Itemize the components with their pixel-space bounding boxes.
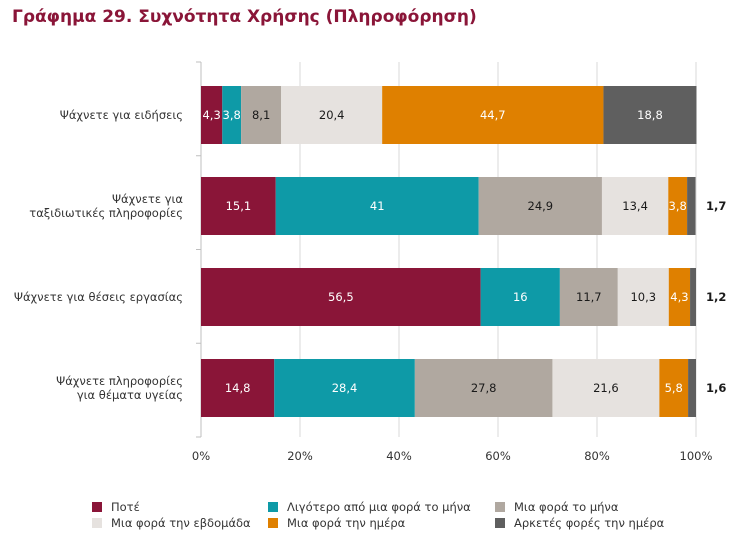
- value-label: 28,4: [332, 381, 358, 395]
- value-label: 5,8: [665, 381, 683, 395]
- x-tick-label: 0%: [192, 449, 210, 463]
- value-label: 1,2: [706, 290, 726, 304]
- bar-segment: [201, 359, 275, 417]
- bar-segment: [603, 86, 697, 144]
- bar-segment: [690, 268, 696, 326]
- value-label: 24,9: [528, 199, 554, 213]
- x-tick-label: 80%: [584, 449, 610, 463]
- bar-segment: [601, 177, 669, 235]
- value-label: 8,1: [252, 108, 270, 122]
- bar-segment: [201, 268, 481, 326]
- category-label: Ψάχνετε για θέσεις εργασίας: [14, 290, 183, 304]
- category-labels: Ψάχνετε για ειδήσεις Ψάχνετε γιαταξιδιωτι…: [14, 108, 184, 402]
- bar-segment: [382, 86, 604, 144]
- value-label: 3,8: [669, 199, 687, 213]
- legend-swatch: [92, 518, 102, 528]
- bar-segment: [687, 177, 696, 235]
- legend-item: Μια φορά το μήνα: [495, 500, 618, 514]
- bar-segment: [275, 177, 479, 235]
- legend-item: Μια φορά την ημέρα: [268, 516, 405, 530]
- legend-swatch: [268, 502, 278, 512]
- legend-swatch: [495, 502, 505, 512]
- legend-item: Ποτέ: [92, 500, 140, 514]
- legend-label: Μια φορά την ημέρα: [287, 516, 406, 530]
- value-label: 16: [513, 290, 528, 304]
- chart-title-text: Συχνότητα Χρήσης (Πληροφόρηση): [138, 7, 477, 27]
- legend-label: Αρκετές φορές την ημέρα: [514, 516, 665, 530]
- bar-segment: [201, 86, 223, 144]
- x-tick-labels: 0% 20% 40% 60% 80% 100%: [192, 449, 713, 463]
- chart-title: Γράφημα 29. Συχνότητα Χρήσης (Πληροφόρησ…: [12, 7, 477, 27]
- value-label: 13,4: [622, 199, 648, 213]
- value-label: 3,8: [223, 108, 241, 122]
- value-label: 1,7: [706, 199, 726, 213]
- legend-swatch: [92, 502, 102, 512]
- value-label: 21,6: [593, 381, 619, 395]
- bar-segment: [617, 268, 669, 326]
- value-label: 41: [370, 199, 385, 213]
- legend-swatch: [268, 518, 278, 528]
- value-label: 4,3: [202, 108, 220, 122]
- bar-segment: [559, 268, 618, 326]
- bar-segment: [222, 86, 242, 144]
- legend-label: Μια φορά το μήνα: [514, 500, 619, 514]
- value-label: 4,3: [670, 290, 688, 304]
- legend-item: Μια φορά την εβδομάδα: [92, 516, 251, 530]
- value-label: 10,3: [630, 290, 656, 304]
- value-label: 1,6: [706, 381, 726, 395]
- legend-item: Λιγότερο από μια φορά το μήνα: [268, 500, 471, 514]
- legend-label: Λιγότερο από μια φορά το μήνα: [287, 500, 471, 514]
- bar-segment: [201, 177, 276, 235]
- value-label: 15,1: [226, 199, 252, 213]
- bar-segment: [281, 86, 383, 144]
- bar-segment: [659, 359, 689, 417]
- bar-segment: [668, 177, 688, 235]
- chart-title-prefix: Γράφημα 29.: [12, 7, 133, 27]
- axes: [196, 61, 202, 438]
- value-label: 56,5: [328, 290, 354, 304]
- category-label: Ψάχνετε για: [112, 192, 183, 206]
- category-label: Ψάχνετε πληροφορίες: [56, 374, 183, 388]
- stacked-bar-chart: 4,3 3,8 8,1 20,4 44,7 18,815,1 41 24,9 13,4 3,8 1,…: [14, 61, 726, 463]
- legend-label: Μια φορά την εβδομάδα: [111, 516, 251, 530]
- bar-segment: [688, 359, 696, 417]
- bar-segment: [274, 359, 415, 417]
- value-label: 18,8: [637, 108, 663, 122]
- x-tick-label: 60%: [485, 449, 511, 463]
- value-labels: 4,3 3,8 8,1 20,4 44,7 18,815,1 41 24,9 13,4 3,8 1,…: [202, 108, 726, 395]
- category-label: για θέματα υγείας: [77, 388, 183, 402]
- bars: [201, 86, 697, 417]
- legend-swatch: [495, 518, 505, 528]
- value-label: 20,4: [319, 108, 345, 122]
- bar-segment: [241, 86, 282, 144]
- bar-segment: [668, 268, 691, 326]
- bar-segment: [480, 268, 560, 326]
- bar-segment: [414, 359, 553, 417]
- value-label: 14,8: [225, 381, 251, 395]
- bar-segment: [552, 359, 660, 417]
- x-tick-label: 100%: [680, 449, 713, 463]
- x-tick-label: 40%: [386, 449, 412, 463]
- legend-item: Αρκετές φορές την ημέρα: [495, 516, 664, 530]
- category-label: ταξιδιωτικές πληροφορίες: [29, 206, 183, 220]
- legend-label: Ποτέ: [111, 500, 140, 514]
- value-label: 27,8: [471, 381, 497, 395]
- x-tick-label: 20%: [287, 449, 313, 463]
- value-label: 11,7: [576, 290, 602, 304]
- value-label: 44,7: [480, 108, 506, 122]
- bar-segment: [478, 177, 602, 235]
- category-label: Ψάχνετε για ειδήσεις: [60, 108, 183, 122]
